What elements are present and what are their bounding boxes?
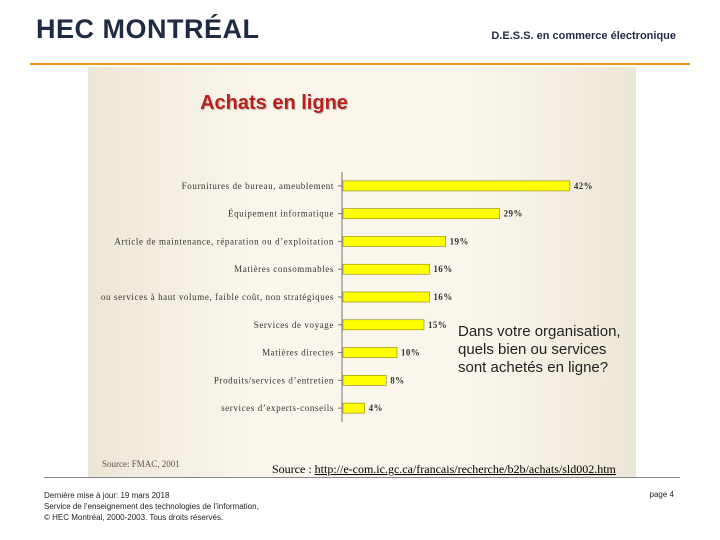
source-line: Source : http://e-com.ic.gc.ca/francais/… — [272, 462, 616, 477]
bar — [342, 236, 446, 247]
value-label: 15% — [428, 320, 447, 330]
category-label: Produits/services d’entretien — [214, 375, 334, 385]
program-name: D.E.S.S. en commerce électronique — [491, 30, 676, 42]
category-label: Article de maintenance, réparation ou d’… — [114, 236, 334, 246]
category-label: Matières consommables — [234, 264, 334, 274]
bar — [342, 263, 430, 275]
chart-source: Source: FMAC, 2001 — [102, 459, 180, 469]
page-number: page 4 — [649, 490, 674, 499]
bar — [342, 402, 365, 414]
category-label: ou services à haut volume, faible coût, … — [101, 292, 334, 302]
value-label: 19% — [450, 236, 469, 246]
source-link[interactable]: http://e-com.ic.gc.ca/francais/recherche… — [314, 462, 616, 476]
hec-logo: HEC MONTRÉAL — [36, 14, 260, 44]
header-rule — [30, 63, 690, 65]
value-label: 16% — [433, 292, 452, 302]
bar — [342, 208, 500, 219]
value-label: 4% — [369, 403, 383, 413]
bar — [342, 319, 425, 331]
bar — [342, 375, 387, 386]
value-label: 16% — [433, 264, 452, 274]
footer-updated: Dernière mise à jour: 19 mars 2018 — [44, 491, 170, 500]
value-label: 8% — [390, 375, 404, 385]
bar — [342, 180, 571, 192]
value-label: 42% — [574, 181, 593, 191]
survey-question: Dans votre organisation, quels bien ou s… — [458, 323, 621, 376]
bar — [342, 291, 430, 303]
footer-copyright: © HEC Montréal, 2000-2003. Tous droits r… — [44, 513, 224, 522]
category-label: Matières directes — [262, 348, 334, 358]
value-label: 29% — [504, 209, 523, 219]
footer-rule — [44, 477, 680, 478]
chart-title: Achats en ligne — [200, 92, 348, 114]
category-label: services d’experts-conseils — [221, 403, 334, 413]
source-prefix: Source : — [272, 462, 315, 476]
category-label: Équipement informatique — [228, 209, 334, 219]
value-label: 10% — [401, 348, 420, 358]
footer: Dernière mise à jour: 19 mars 2018 Servi… — [44, 490, 259, 523]
category-label: Services de voyage — [254, 320, 334, 330]
bar — [342, 347, 398, 358]
category-label: Fournitures de bureau, ameublement — [182, 181, 334, 191]
footer-service: Service de l’enseignement des technologi… — [44, 502, 259, 511]
